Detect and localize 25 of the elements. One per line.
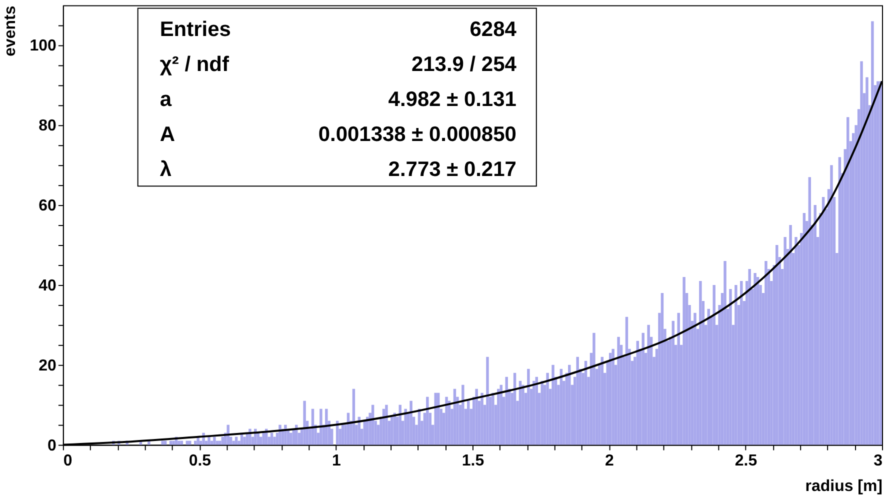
annotation: χ² / ndf [160, 53, 230, 76]
y-tick-label: 60 [38, 198, 57, 215]
x-tick-label: 1.5 [462, 452, 484, 470]
x-tick-label: 2.5 [734, 452, 758, 470]
x-tick-label: 0.5 [188, 452, 212, 470]
y-axis-title: events [2, 6, 19, 56]
y-tick-label: 80 [38, 118, 57, 135]
x-axis-title: radius [m] [805, 478, 883, 496]
x-tick-label: 2 [605, 452, 614, 470]
y-tick-label: 20 [38, 357, 57, 374]
x-tick-label: 1 [332, 452, 342, 470]
annotation: 0.001338 ± 0.000850 [318, 123, 516, 146]
y-tick-label: 40 [38, 277, 57, 294]
annotation: 213.9 / 254 [411, 53, 517, 76]
x-tick-label: 0 [63, 452, 72, 470]
x-tick-label: 3 [874, 452, 883, 470]
annotation: λ [160, 158, 172, 182]
y-tick-label: 100 [30, 38, 57, 55]
annotation: a [160, 88, 172, 112]
annotation: 6284 [470, 18, 517, 42]
annotation: 4.982 ± 0.131 [388, 88, 517, 112]
annotation: 2.773 ± 0.217 [388, 158, 516, 182]
annotation: Entries [160, 18, 231, 42]
annotation: A [160, 123, 175, 146]
y-tick-label: 0 [48, 437, 57, 454]
